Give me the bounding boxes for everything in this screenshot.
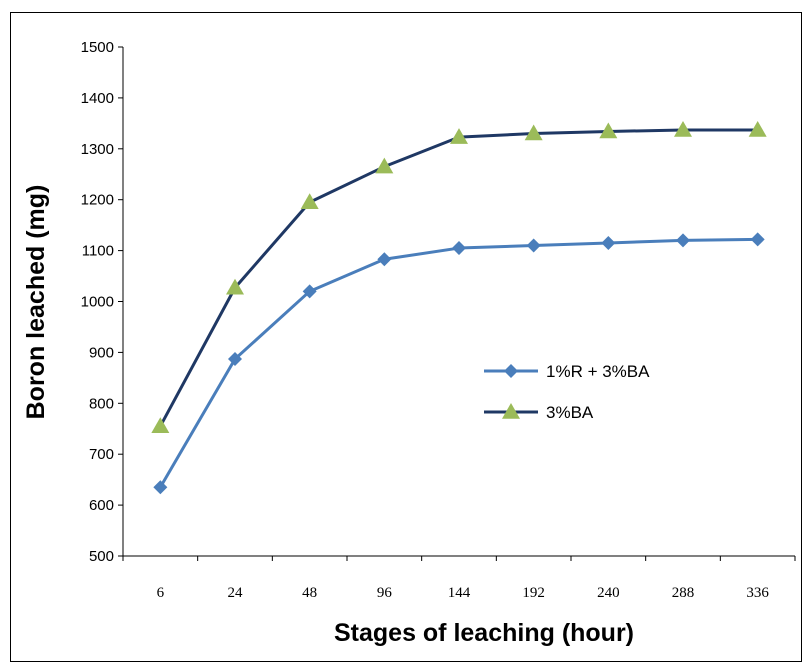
x-tick-label: 144 [448,585,471,601]
data-point [674,120,692,137]
y-tick-label: 1500 [81,39,114,56]
y-tick-label: 800 [89,395,114,412]
chart-frame [10,12,802,662]
y-tick-label: 1400 [81,90,114,107]
data-point [377,252,392,267]
data-point [526,238,541,253]
x-tick-label: 192 [522,585,545,601]
legend-label: 3%BA [546,403,594,422]
x-tick-label: 96 [377,585,393,601]
y-tick-label: 1200 [81,192,114,209]
legend-item: 1%R + 3%BA [484,362,650,381]
y-tick-label: 900 [89,344,114,361]
legend-label: 1%R + 3%BA [546,362,650,381]
y-tick-label: 1000 [81,294,114,311]
series-2 [151,120,767,433]
x-tick-label: 24 [228,585,244,601]
data-point [601,235,616,250]
y-axis-title: Boron leached (mg) [22,185,50,420]
axes [118,46,796,561]
legend-swatch-marker [504,364,518,378]
legend-swatch-marker [502,403,520,419]
y-tick-label: 1300 [81,141,114,158]
x-tick-label: 288 [672,585,695,601]
data-point [450,128,468,144]
series-layer [151,120,767,495]
data-point [300,193,319,209]
x-tick-label: 240 [597,585,620,601]
data-point [226,278,244,295]
legend-item: 3%BA [484,403,594,422]
x-tick-label: 48 [302,585,317,601]
data-point [676,233,690,248]
data-point [302,284,317,299]
y-tick-label: 700 [89,446,114,463]
y-tick-label: 1100 [82,243,114,260]
y-tick-label: 500 [89,548,114,565]
y-tick-label: 600 [89,497,114,514]
data-point [599,122,618,139]
data-point [452,241,466,256]
data-point [750,232,765,247]
data-point [228,352,242,367]
legend: 1%R + 3%BA 3%BA [484,362,650,422]
series-1 [153,232,765,495]
x-tick-label: 336 [746,585,769,601]
series-line [159,237,758,489]
data-point [151,417,170,433]
data-point [153,480,168,495]
data-point [375,157,394,174]
y-tick-labels: 500 600 700 800 900 1000 1100 1200 1300 1400 1500 [81,39,114,565]
series-line [159,128,758,427]
x-axis-title: Stages of leaching (hour) [334,619,634,647]
data-point [748,120,767,137]
data-point [524,124,543,141]
x-tick-labels: 6 24 48 96 144 192 240 288 336 [157,585,770,601]
x-tick-label: 6 [157,585,165,601]
